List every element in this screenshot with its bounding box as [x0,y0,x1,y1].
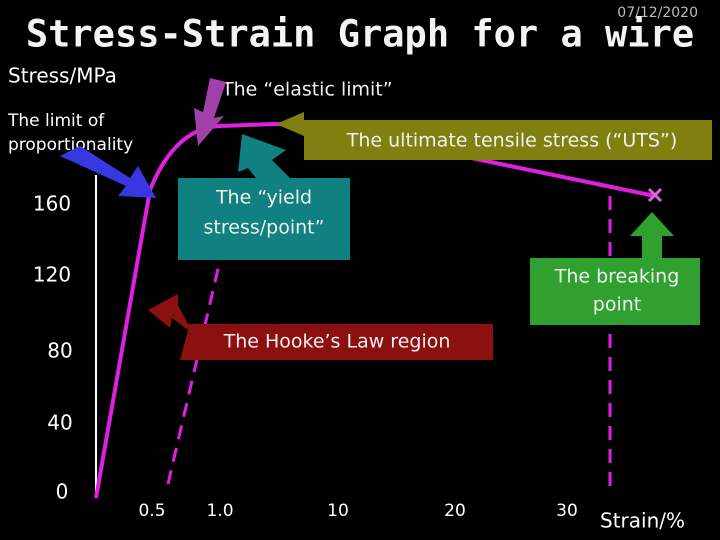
y-tick-label: 40 [47,411,72,435]
breaking-label: point [593,294,641,316]
yield-box [178,134,350,260]
proportionality-label: proportionality [8,135,133,155]
yield-label: The “yield [215,187,312,209]
offset-line [166,139,250,485]
y-tick-label: 0 [56,480,69,504]
proportionality-label: The limit of [7,111,105,131]
breaking-label: The breaking [554,266,680,288]
uts-label: The ultimate tensile stress (“UTS”) [346,130,677,152]
hookes-box [148,294,493,360]
date: 07/12/2020 [617,5,698,21]
elastic-limit-arrow [194,78,226,146]
elastic-limit-label: The “elastic limit” [221,79,393,101]
x-axis-label: Strain/% [600,509,685,533]
breaking-box [530,212,700,325]
breaking-marker [647,187,663,203]
y-axis-label: Stress/MPa [8,64,117,88]
x-tick-label: 30 [556,501,578,521]
yield-label: stress/point” [204,217,325,239]
x-tick-label: 1.0 [206,501,233,521]
proportionality-arrow [60,146,156,198]
hookes-label: The Hooke’s Law region [223,331,451,353]
x-tick-label: 0.5 [138,501,165,521]
title: Stress-Strain Graph for a wire [26,13,694,56]
uts-box [276,112,712,160]
y-tick-label: 160 [33,192,71,216]
y-tick-label: 120 [33,263,71,287]
y-tick-label: 80 [47,339,72,363]
x-tick-label: 20 [444,501,466,521]
x-tick-label: 10 [327,501,349,521]
